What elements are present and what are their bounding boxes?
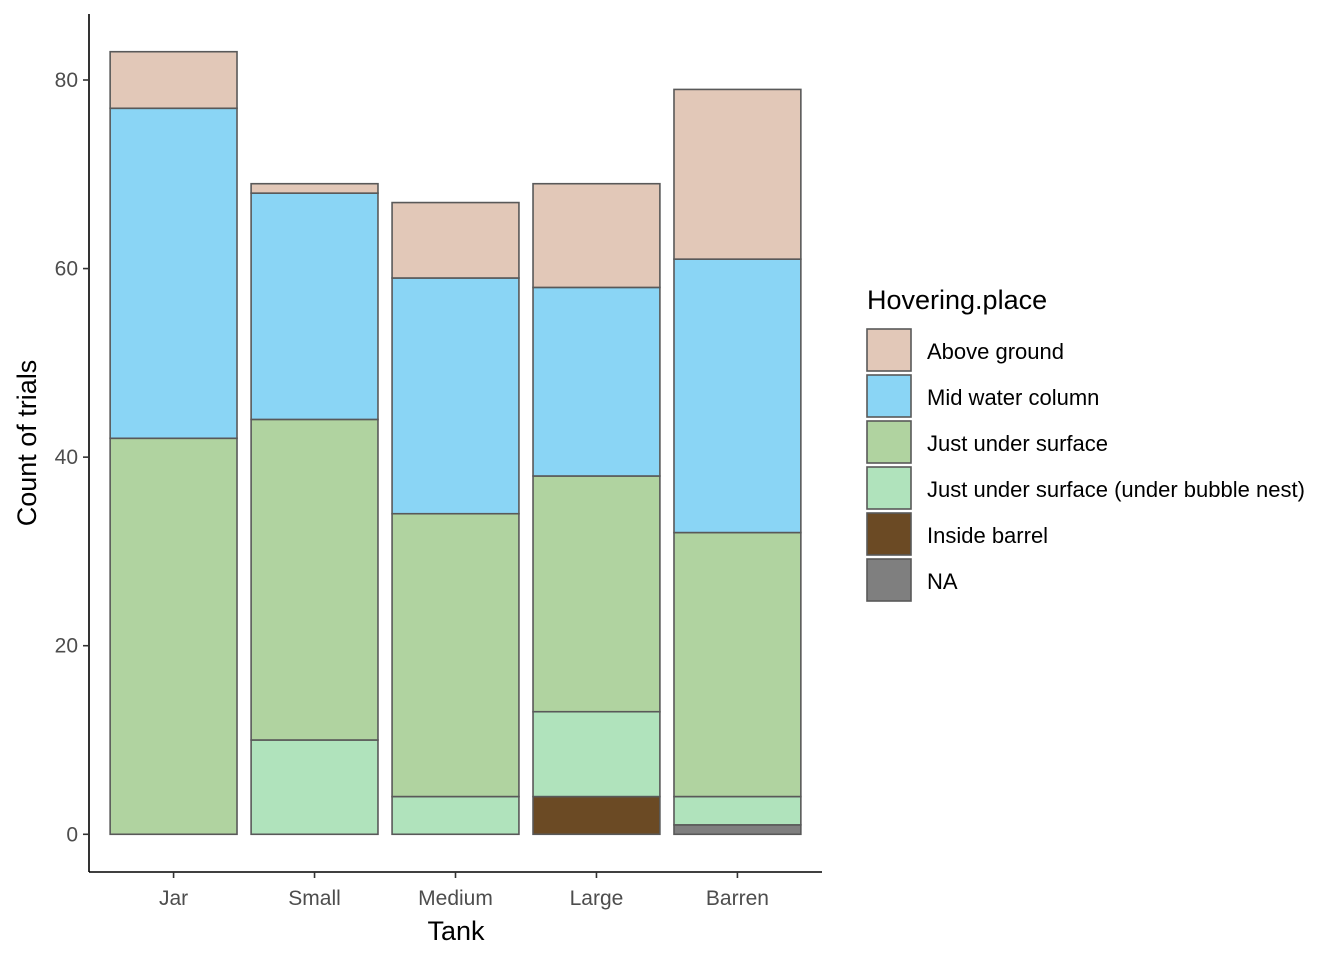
bar-segment <box>391 277 520 515</box>
bar-segment <box>391 512 520 798</box>
y-tick-label: 60 <box>55 258 78 281</box>
bar-segment <box>673 88 802 260</box>
x-tick-label: Small <box>288 887 341 910</box>
legend-items: Above ground Mid water column Just under s… <box>866 328 1305 602</box>
legend-label: Inside barrel <box>927 523 1048 548</box>
y-tick-label: 80 <box>55 69 78 92</box>
bar-segment <box>109 107 238 440</box>
legend-label: Above ground <box>927 339 1064 364</box>
x-tick-label: Jar <box>159 887 188 910</box>
legend-swatch <box>866 558 912 602</box>
y-tick-label: 0 <box>66 823 78 846</box>
bar-segment <box>250 739 379 836</box>
y-ticks: 0 20 40 60 80 <box>55 69 89 846</box>
bar-segment <box>391 795 520 836</box>
bar-segment <box>109 50 238 110</box>
y-tick-label: 20 <box>55 635 78 658</box>
bar-segment <box>673 795 802 826</box>
x-axis-title: Tank <box>427 916 485 946</box>
bar-segment <box>250 182 379 194</box>
bar-segment <box>673 531 802 798</box>
x-tick-label: Medium <box>418 887 493 910</box>
legend-label: Just under surface <box>927 431 1108 456</box>
bar-segment <box>250 418 379 741</box>
y-tick-label: 40 <box>55 446 78 469</box>
bar-segment <box>532 475 661 713</box>
legend-title: Hovering.place <box>867 285 1047 315</box>
legend: Hovering.place Above ground Mid water col… <box>866 285 1305 602</box>
bar-segment <box>532 286 661 477</box>
bar-segment <box>532 710 661 798</box>
y-axis-title: Count of trials <box>12 360 42 527</box>
bar-segment <box>391 201 520 279</box>
legend-swatch <box>866 328 912 372</box>
legend-swatch <box>866 512 912 556</box>
bar-segment <box>673 824 802 836</box>
legend-swatch <box>866 466 912 510</box>
bar-segment <box>673 258 802 534</box>
x-ticks: Jar Small Medium Large Barren <box>159 872 769 910</box>
legend-swatch <box>866 420 912 464</box>
x-tick-label: Barren <box>706 887 769 910</box>
x-tick-label: Large <box>570 887 624 910</box>
bar-segment <box>532 795 661 836</box>
bar-segment <box>532 182 661 289</box>
legend-label: Just under surface (under bubble nest) <box>927 477 1305 502</box>
bar-segment <box>250 192 379 421</box>
legend-swatch <box>866 374 912 418</box>
legend-label: NA <box>927 569 958 594</box>
legend-label: Mid water column <box>927 385 1099 410</box>
bars-layer <box>109 50 802 836</box>
bar-segment <box>109 437 238 836</box>
